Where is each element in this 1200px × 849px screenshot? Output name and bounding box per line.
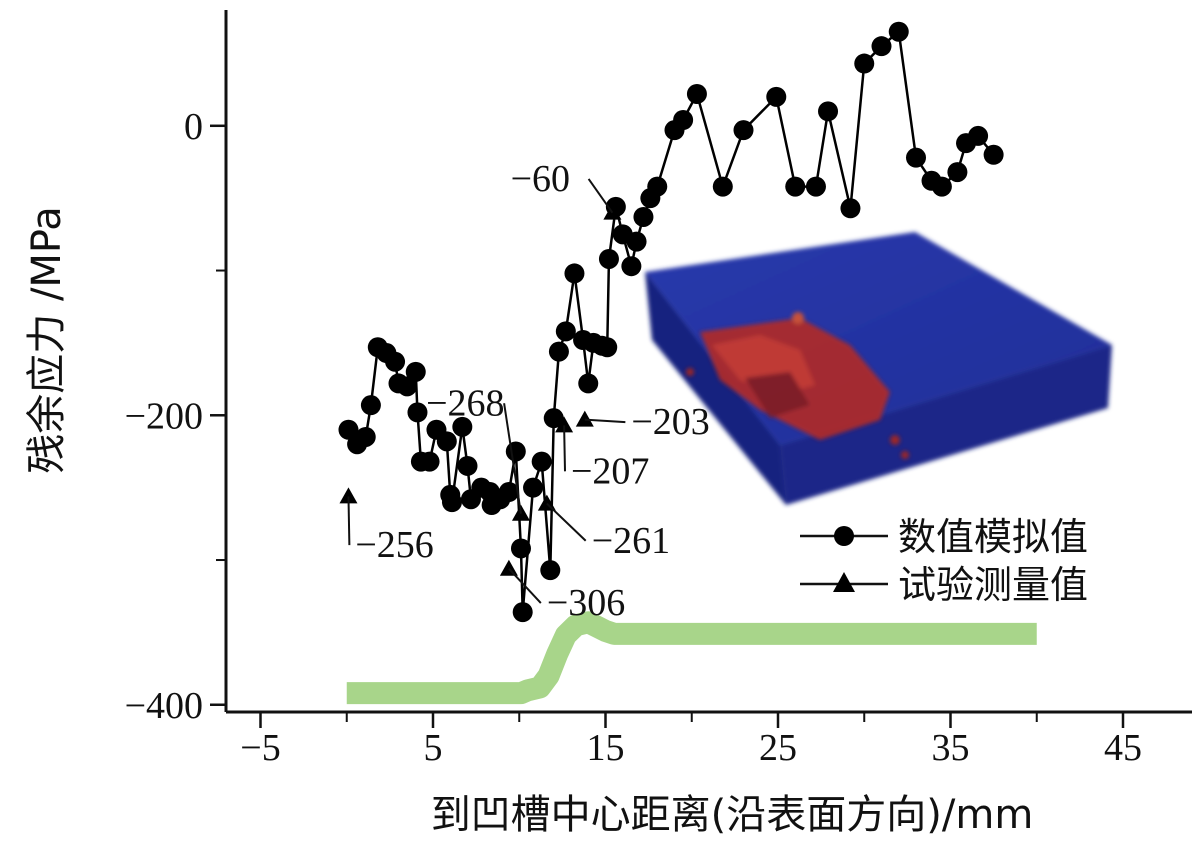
simulation-point (543, 408, 564, 429)
annotation-label: −261 (592, 520, 670, 562)
annotation-label: −203 (631, 401, 709, 443)
annotation-label: −306 (547, 582, 625, 624)
legend-label-simulation: 数值模拟值 (898, 515, 1088, 559)
simulation-point (405, 361, 426, 382)
axes: −5 5 15 25 35 45 0 −200 −400 (125, 10, 1192, 769)
y-tick-label: 0 (184, 106, 203, 148)
annotation-leader (584, 418, 626, 424)
experiment-point (339, 487, 358, 504)
annotation-leader (563, 425, 566, 472)
simulation-point (597, 337, 618, 358)
simulation-point (686, 83, 707, 104)
y-ticks: 0 −200 −400 (125, 106, 226, 727)
annotation-label: −268 (426, 382, 504, 424)
simulation-point (407, 402, 428, 423)
x-tick-label: −5 (240, 727, 280, 769)
simulation-point (888, 21, 909, 42)
annotation-label: −60 (511, 158, 570, 200)
simulation-point (498, 481, 519, 502)
simulation-point (436, 431, 457, 452)
simulation-point (531, 451, 552, 472)
simulation-point (712, 176, 733, 197)
annotation-leader (508, 568, 542, 604)
x-tick-label: 25 (759, 727, 797, 769)
simulation-point (840, 198, 861, 219)
simulation-point (673, 110, 694, 131)
annotation-leader (546, 502, 587, 542)
experiment-point (575, 410, 594, 427)
annotation-leader (587, 178, 614, 214)
y-tick-label: −400 (125, 685, 203, 727)
simulation-point (355, 426, 376, 447)
simulation-point (785, 176, 806, 197)
groove-profile (346, 611, 1037, 705)
y-axis-label: 残余应力 /MPa (24, 206, 70, 474)
series-simulation (338, 21, 1004, 623)
simulation-point (733, 120, 754, 141)
simulation-point (871, 36, 892, 57)
legend: 数值模拟值 试验测量值 (800, 515, 1088, 607)
simulation-point (578, 373, 599, 394)
simulation-point (505, 441, 526, 462)
simulation-point (805, 176, 826, 197)
inset-side-face (780, 345, 1112, 505)
simulation-point (441, 492, 462, 513)
x-axis-label: 到凹槽中心距离(沿表面方向)/mm (431, 792, 1034, 838)
simulation-point (419, 451, 440, 472)
legend-item-simulation: 数值模拟值 (800, 515, 1088, 559)
simulation-point (523, 477, 544, 498)
annotations: −60 −268 −203 −207 −256 −261 −306 (347, 158, 710, 624)
inset-front-face (645, 272, 786, 505)
simulation-point (512, 602, 533, 623)
experiment-point (499, 559, 518, 576)
simulation-point (647, 176, 668, 197)
experiment-point (555, 416, 574, 433)
simulation-point (338, 419, 359, 440)
simulation-point (360, 395, 381, 416)
simulation-point (818, 101, 839, 122)
x-tick-label: 35 (932, 727, 970, 769)
y-tick-label: −200 (125, 395, 203, 437)
simulation-point (548, 341, 569, 362)
simulation-point (598, 248, 619, 269)
x-tick-label: 15 (587, 727, 625, 769)
simulation-point (766, 86, 787, 107)
simulation-point (397, 376, 418, 397)
legend-item-experiment: 试验测量值 (800, 563, 1088, 607)
simulation-point (385, 351, 406, 372)
simulation-point (906, 147, 926, 168)
annotation-leader (503, 403, 522, 514)
legend-marker-triangle (833, 572, 855, 592)
simulation-point (854, 53, 875, 74)
simulation-point (633, 206, 654, 227)
x-tick-label: 45 (1104, 727, 1142, 769)
simulation-point (968, 125, 989, 146)
annotation-label: −207 (571, 450, 649, 492)
simulation-point (947, 162, 968, 183)
simulation-point (510, 538, 531, 559)
annotation-label: −256 (355, 524, 433, 566)
inset-3d-render (645, 232, 1112, 505)
annotation-leader (347, 496, 351, 546)
legend-label-experiment: 试验测量值 (898, 563, 1088, 607)
simulation-point (931, 176, 952, 197)
x-ticks: −5 5 15 25 35 45 (240, 712, 1142, 769)
simulation-point (983, 144, 1004, 165)
simulation-point (564, 263, 585, 284)
simulation-point (626, 231, 647, 252)
inset-stress-region (686, 312, 909, 459)
x-tick-label: 5 (424, 727, 443, 769)
simulation-point (452, 416, 473, 437)
groove-profile-line (346, 611, 1037, 705)
simulation-point (540, 560, 561, 581)
simulation-point (457, 455, 478, 476)
simulation-point (555, 321, 576, 342)
legend-marker-circle (834, 526, 854, 546)
simulation-point (621, 256, 642, 277)
